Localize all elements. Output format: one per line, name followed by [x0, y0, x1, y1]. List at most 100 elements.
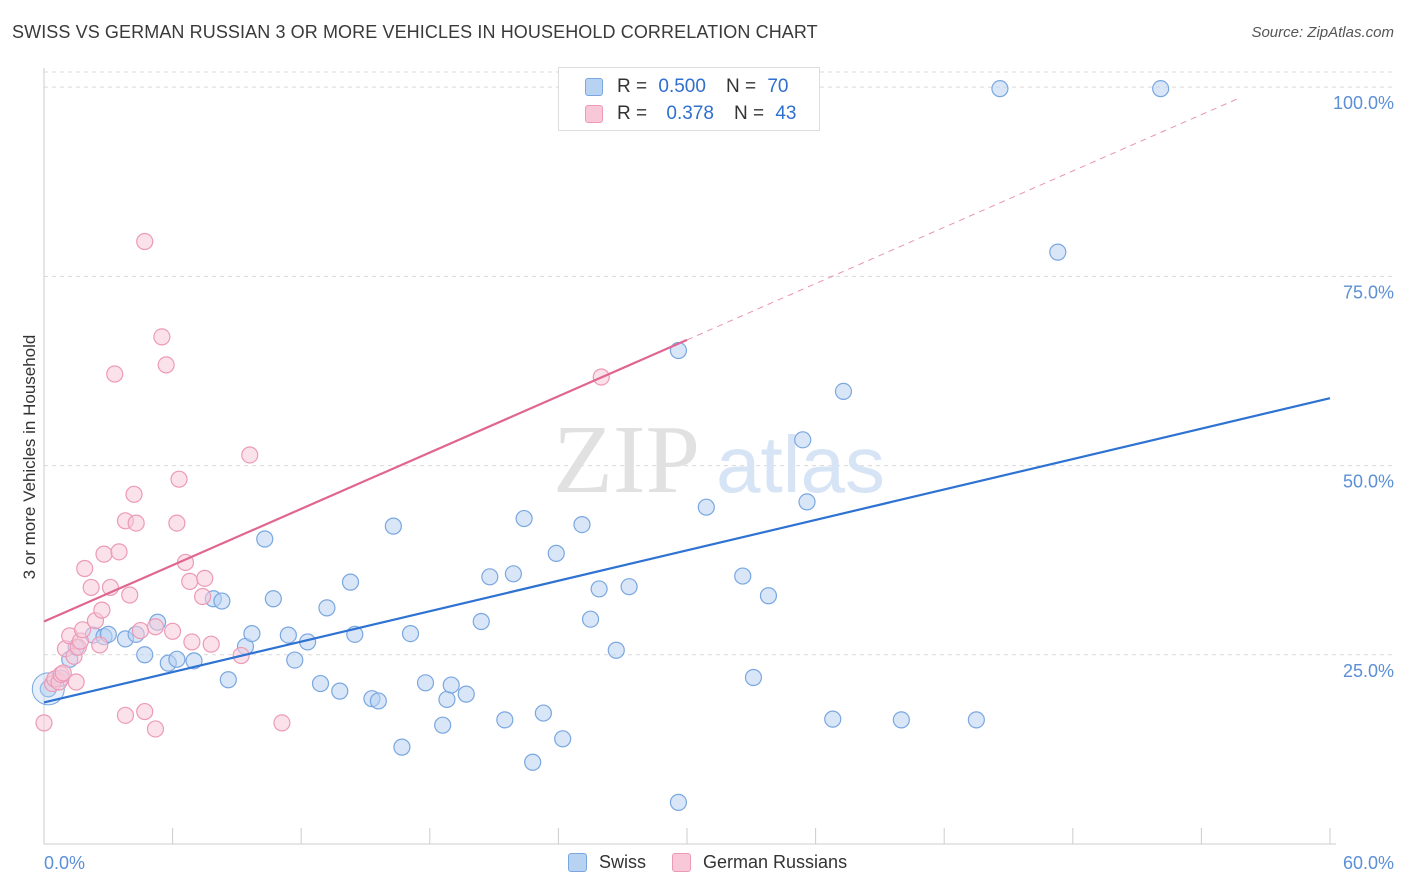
swiss-point-43: [515, 509, 533, 528]
swiss-point-45: [534, 704, 552, 722]
swiss-point-51: [607, 641, 625, 659]
swiss-point-40: [481, 568, 499, 586]
swiss-point-62: [834, 382, 853, 400]
german-russians-trend-line: [43, 338, 688, 623]
german-russian-point-27: [131, 621, 150, 640]
swiss-point-65: [991, 80, 1009, 98]
german-russian-point-45: [273, 714, 291, 732]
watermark-zip: ZIP: [553, 406, 700, 514]
swiss-point-54: [669, 793, 688, 811]
swiss-point-47: [554, 730, 572, 748]
swiss-r-label: R =: [617, 76, 648, 97]
swiss-point-34: [416, 674, 435, 692]
swiss-point-66: [1049, 243, 1067, 261]
legend-swiss-label: Swiss: [599, 852, 647, 872]
german-russian-point-33: [157, 356, 175, 374]
swiss-point-24: [311, 674, 330, 693]
german-russians-n-label: N =: [733, 103, 765, 124]
german-russian-point-0: [35, 714, 53, 732]
german-russian-point-44: [241, 446, 259, 464]
watermark: ZIP atlas: [553, 406, 885, 514]
x-ticks: [43, 828, 1331, 844]
german-russian-point-34: [164, 622, 182, 640]
swiss-point-32: [393, 738, 411, 756]
swiss-point-25: [318, 599, 336, 617]
german-russian-point-5: [54, 664, 72, 682]
x-tick-label-max: 60.0%: [1343, 853, 1394, 873]
swiss-point-56: [734, 567, 752, 585]
swiss-point-48: [573, 516, 591, 534]
swiss-point-44: [524, 753, 542, 771]
german-russian-point-40: [194, 587, 212, 606]
swiss-point-9: [136, 646, 154, 664]
y-tick-label-50: 50.0%: [1343, 472, 1394, 492]
german-russian-point-29: [136, 702, 154, 721]
german-russians-n-value: 43: [775, 103, 797, 124]
german-russian-point-18: [95, 545, 113, 563]
german-russian-point-39: [183, 633, 201, 651]
swiss-point-39: [472, 612, 490, 631]
german-russians-r-label: R =: [617, 103, 648, 124]
german-russian-point-21: [110, 543, 128, 561]
swiss-point-59: [794, 431, 812, 449]
legend-german-russians-label: German Russians: [703, 852, 848, 872]
swiss-point-52: [620, 578, 638, 596]
y-tick-labels: 25.0% 50.0% 75.0% 100.0%: [1333, 93, 1394, 681]
german-russian-point-24: [121, 586, 139, 604]
swiss-point-57: [744, 668, 763, 687]
legend-row-german-russians: R = 0.378 N = 43: [585, 102, 796, 126]
german-russian-point-42: [202, 635, 220, 653]
swiss-swatch: [585, 78, 603, 96]
swiss-point-22: [286, 651, 304, 669]
swiss-point-36: [438, 690, 456, 709]
swiss-point-60: [798, 493, 816, 511]
y-tick-label-75: 75.0%: [1343, 282, 1394, 302]
swiss-point-33: [401, 624, 420, 643]
swiss-point-38: [457, 685, 475, 703]
swiss-point-64: [967, 711, 985, 729]
swiss-point-58: [759, 587, 778, 605]
german-russian-point-23: [116, 706, 135, 724]
german-russian-point-35: [168, 514, 186, 532]
german-russian-point-13: [76, 559, 94, 578]
german-russians-r-value: 0.378: [666, 103, 714, 124]
swiss-point-37: [442, 676, 460, 694]
swiss-point-49: [581, 610, 600, 628]
legend-item-swiss: Swiss: [568, 852, 646, 873]
swiss-point-41: [496, 711, 514, 729]
swiss-point-35: [434, 716, 452, 734]
german-russian-points: [35, 232, 610, 738]
swiss-point-27: [341, 573, 360, 591]
swiss-point-18: [243, 624, 261, 643]
swiss-point-15: [213, 592, 231, 610]
legend-german-russians-swatch: [672, 853, 692, 872]
swiss-n-label: N =: [725, 76, 757, 97]
swiss-trend-line: [43, 397, 1331, 704]
legend-item-german-russians: German Russians: [672, 852, 847, 873]
swiss-point-50: [590, 580, 608, 598]
correlation-legend: R = 0.500 N = 70 R = 0.378 N = 43: [558, 67, 820, 131]
swiss-point-12: [168, 650, 186, 668]
legend-row-swiss: R = 0.500 N = 70: [585, 75, 788, 99]
swiss-point-21: [279, 626, 297, 644]
swiss-point-30: [369, 692, 387, 710]
german-russian-point-12: [73, 621, 92, 639]
source-label: Source: ZipAtlas.com: [1251, 24, 1394, 41]
german-russian-point-32: [153, 328, 171, 346]
german-russian-point-30: [146, 720, 165, 738]
gridlines: [44, 71, 1394, 656]
swiss-point-13: [185, 652, 203, 670]
x-tick-labels: 0.0% 60.0%: [44, 853, 1394, 873]
swiss-point-16: [219, 671, 237, 689]
swiss-point-19: [256, 530, 274, 548]
german-russian-point-14: [82, 578, 100, 597]
german-russian-point-38: [181, 572, 199, 590]
swiss-point-61: [824, 710, 842, 728]
swiss-points: [31, 80, 1170, 811]
german-russian-point-26: [127, 514, 145, 532]
chart-title: SWISS VS GERMAN RUSSIAN 3 OR MORE VEHICL…: [12, 22, 818, 42]
german-russians-swatch: [585, 105, 603, 123]
swiss-point-20: [264, 590, 282, 608]
legend-swiss-swatch: [568, 853, 587, 872]
